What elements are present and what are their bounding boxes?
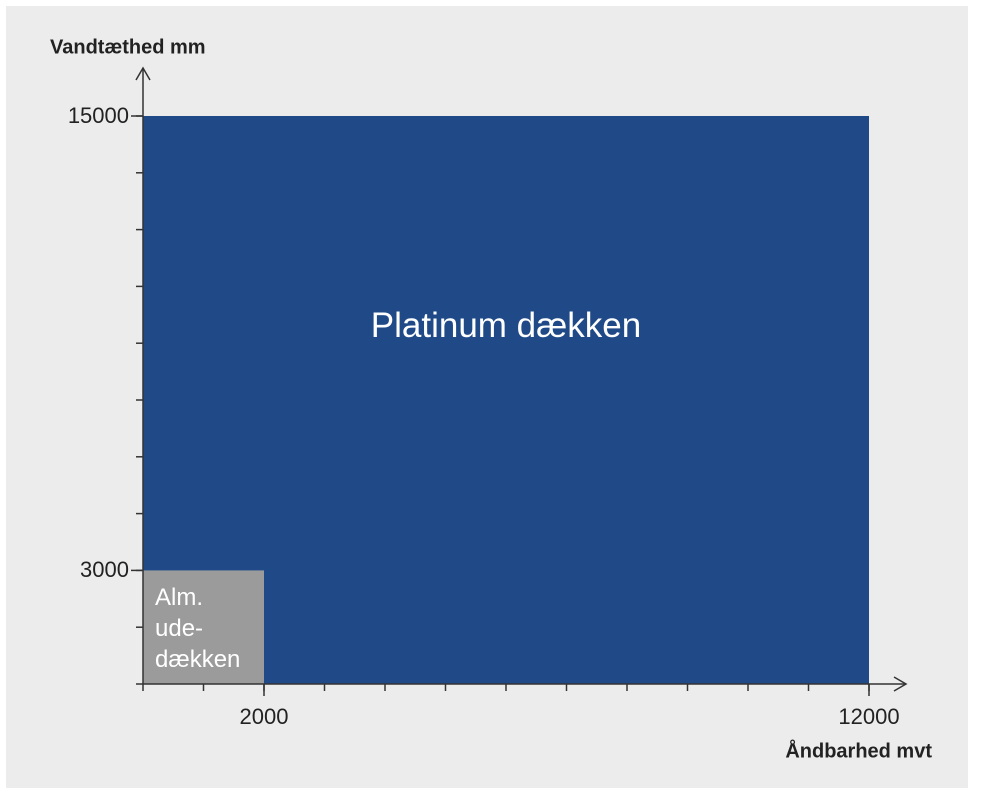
y-tick-label: 3000 bbox=[80, 557, 129, 582]
series-label: Platinum dækken bbox=[370, 306, 642, 345]
x-axis-title: Åndbarhed mvt bbox=[785, 738, 932, 762]
range-rect bbox=[143, 570, 264, 684]
x-tick-label: 12000 bbox=[838, 704, 899, 729]
x-tick-label: 2000 bbox=[240, 704, 289, 729]
y-tick-label: 15000 bbox=[68, 103, 129, 128]
y-axis-title: Vandtæthed mm bbox=[50, 36, 206, 58]
x-axis-arrow bbox=[893, 676, 908, 692]
y-axis-arrow bbox=[135, 66, 151, 81]
series-label: Alm. ude- dækken bbox=[155, 584, 241, 674]
